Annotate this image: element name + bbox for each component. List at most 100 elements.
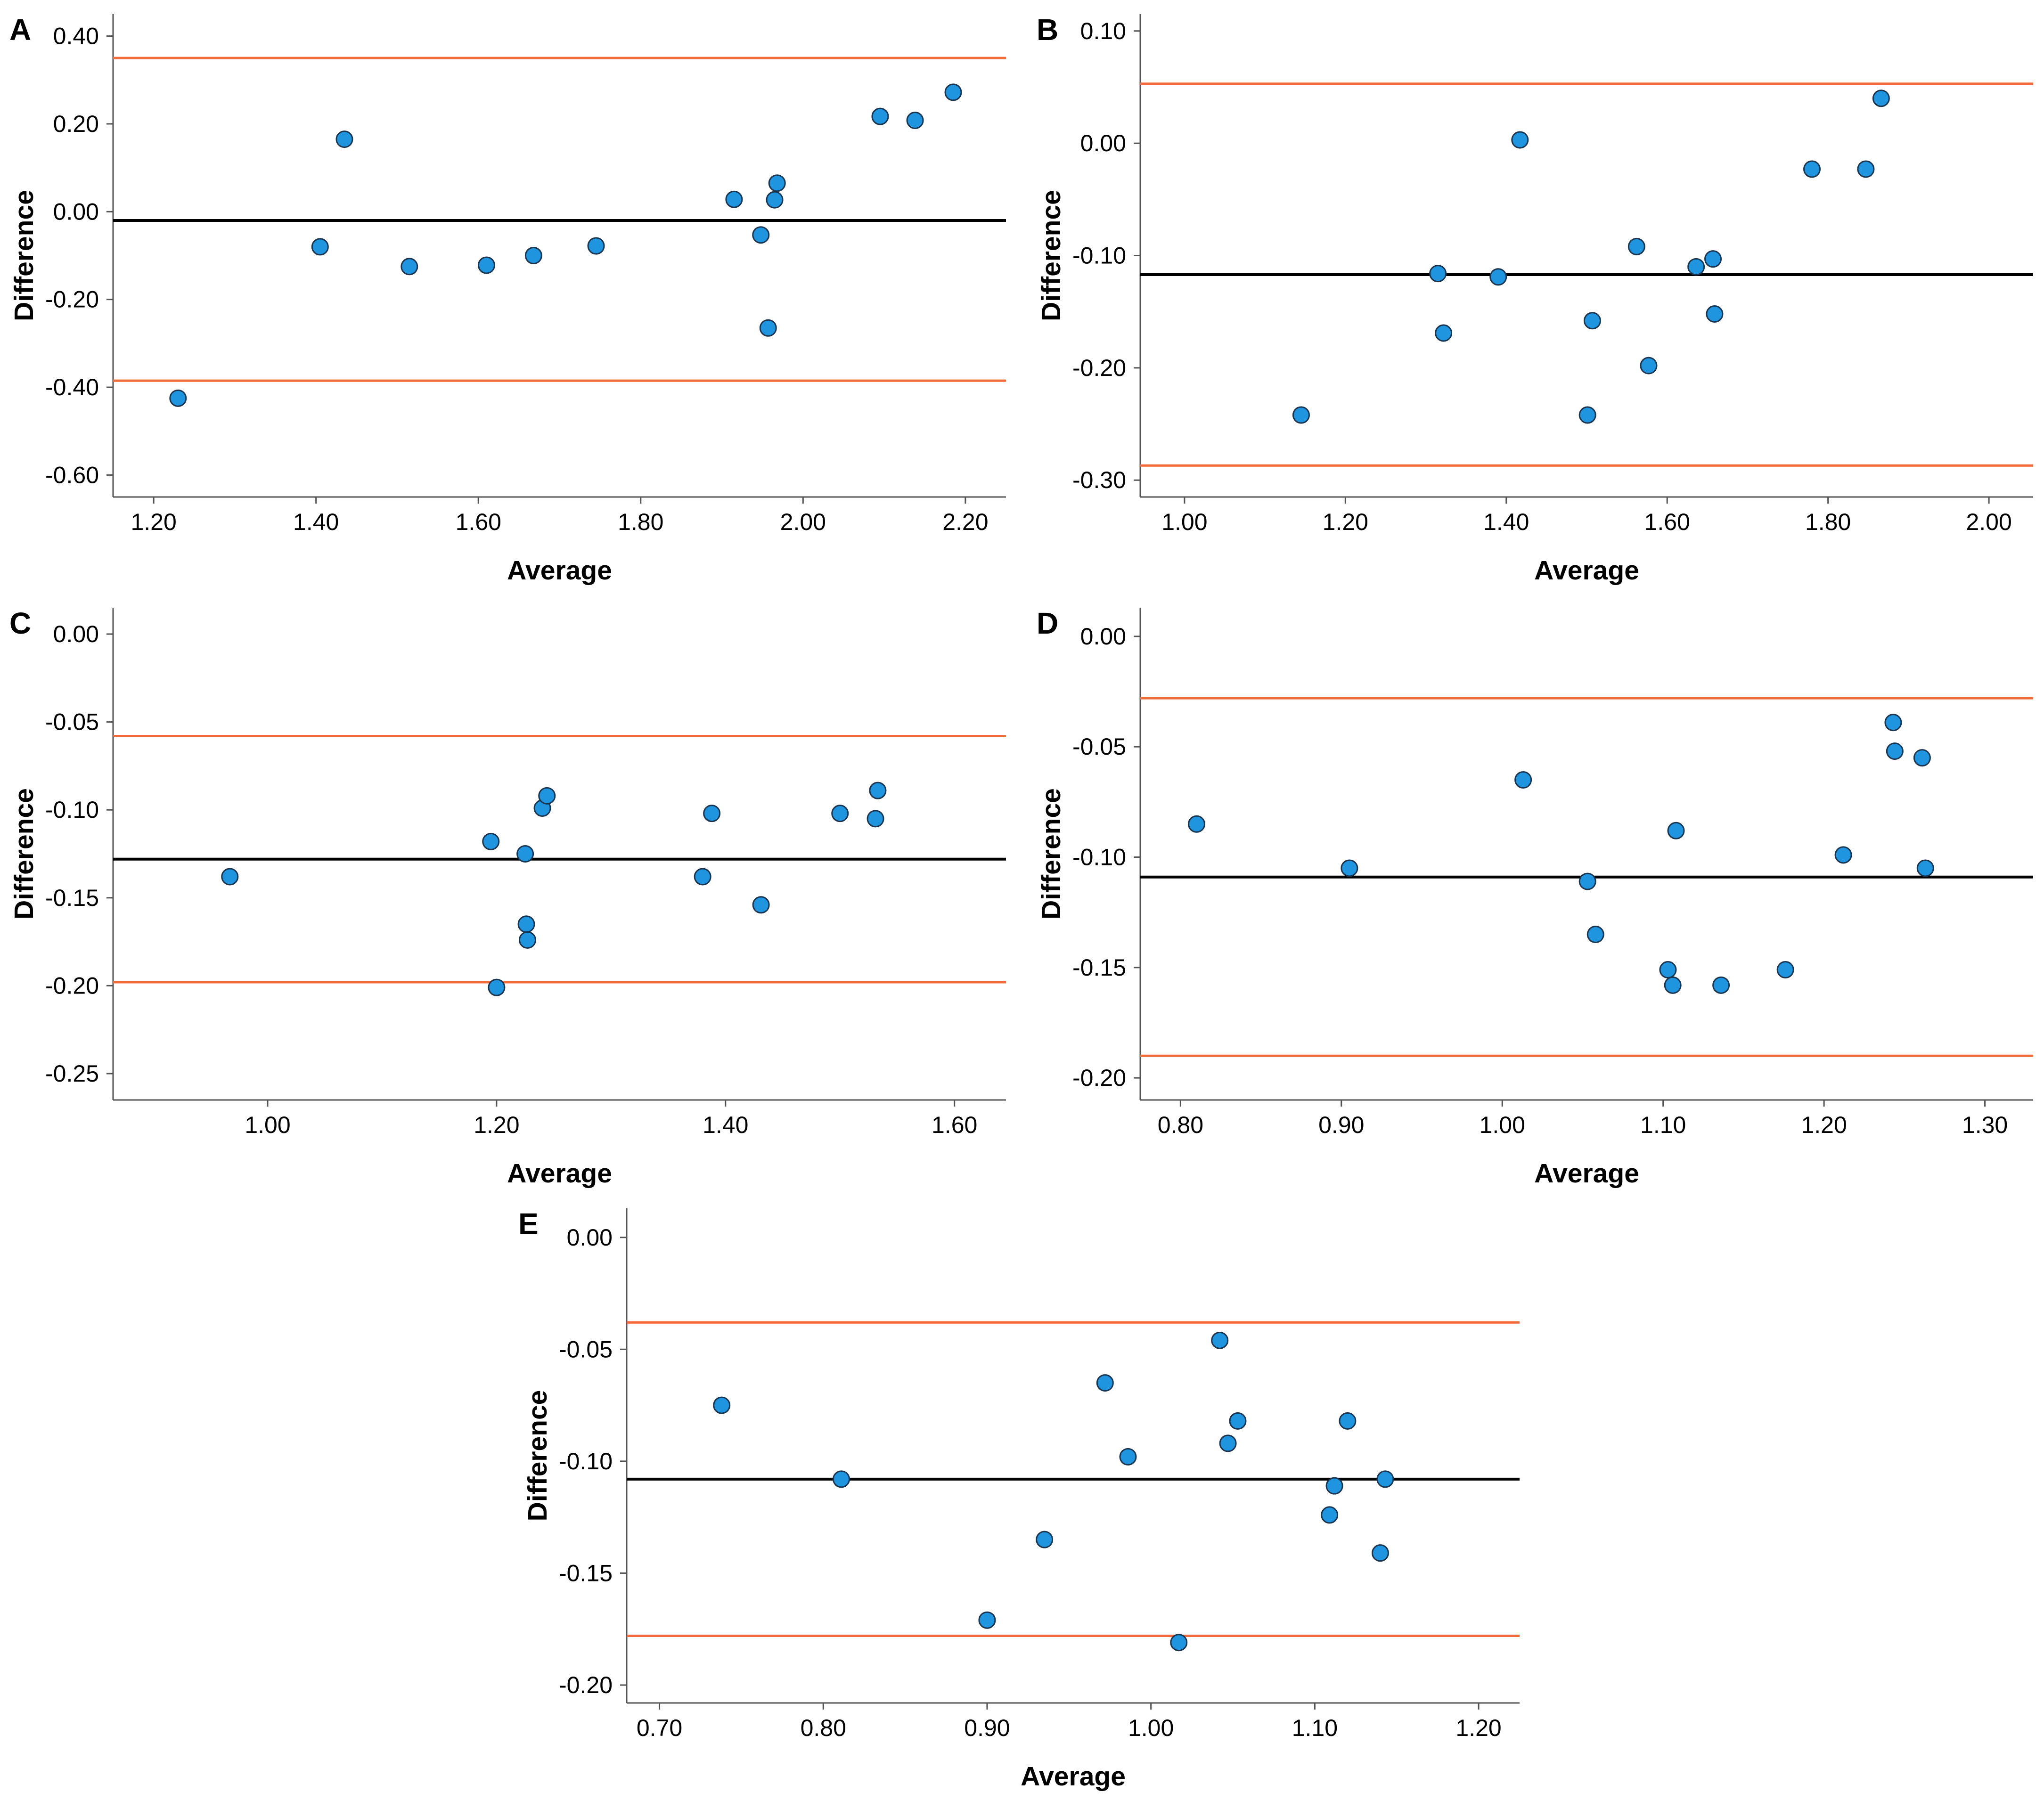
data-point bbox=[768, 174, 786, 192]
data-point bbox=[1706, 305, 1724, 323]
data-point bbox=[524, 247, 542, 264]
y-tick-label: -0.40 bbox=[45, 374, 99, 400]
data-point bbox=[1886, 742, 1904, 760]
data-point bbox=[1036, 1531, 1054, 1548]
data-point bbox=[759, 319, 777, 337]
data-point bbox=[538, 787, 556, 805]
data-point bbox=[1376, 1470, 1394, 1488]
data-point bbox=[1435, 324, 1453, 342]
y-tick-label: 0.00 bbox=[53, 621, 99, 647]
y-tick-label: -0.20 bbox=[1072, 1065, 1126, 1091]
data-point bbox=[1325, 1477, 1343, 1495]
y-tick-label: -0.20 bbox=[45, 972, 99, 999]
panel-label: B bbox=[1037, 13, 1058, 47]
x-tick-label: 1.20 bbox=[131, 509, 176, 535]
data-point bbox=[1511, 131, 1529, 149]
data-point bbox=[1578, 406, 1596, 424]
y-axis-title: Difference bbox=[9, 190, 39, 321]
y-tick-label: -0.60 bbox=[45, 462, 99, 488]
data-point bbox=[518, 931, 536, 949]
y-tick-label: -0.20 bbox=[45, 286, 99, 313]
y-tick-label: 0.20 bbox=[53, 111, 99, 137]
data-point bbox=[871, 107, 889, 125]
data-point bbox=[1211, 1331, 1229, 1349]
data-point bbox=[311, 238, 329, 256]
data-point bbox=[1339, 1412, 1357, 1430]
x-axis-title: Average bbox=[1534, 555, 1639, 586]
x-axis-title: Average bbox=[507, 555, 612, 586]
y-axis-title: Difference bbox=[9, 788, 39, 920]
data-point bbox=[1170, 1634, 1188, 1652]
panel-e: 0.00 -0.05 -0.10 -0.15 -0.20 0.70 0.80 0.90 1.00… bbox=[518, 1207, 1520, 1792]
y-axis-title: Difference bbox=[523, 1390, 553, 1522]
x-tick-label: 1.00 bbox=[1161, 509, 1207, 535]
x-tick-label: 1.20 bbox=[474, 1112, 519, 1138]
data-point bbox=[752, 226, 770, 244]
x-tick-label: 1.10 bbox=[1640, 1112, 1686, 1138]
panel-a: 0.40 0.20 0.00 -0.20 -0.40 -0.60 1.20 1.40 1.60 1… bbox=[9, 13, 1006, 586]
x-tick-label: 1.20 bbox=[1801, 1112, 1847, 1138]
x-tick-label: 1.40 bbox=[703, 1112, 748, 1138]
panel-label: C bbox=[9, 606, 31, 640]
data-point bbox=[867, 810, 884, 828]
data-point bbox=[221, 868, 239, 886]
panel-label: A bbox=[9, 13, 31, 47]
data-point bbox=[587, 237, 605, 255]
data-point bbox=[517, 915, 535, 933]
x-tick-label: 2.20 bbox=[942, 509, 988, 535]
x-tick-label: 1.60 bbox=[1644, 509, 1690, 535]
data-point bbox=[1913, 749, 1931, 767]
y-tick-label: -0.10 bbox=[1072, 844, 1126, 871]
x-tick-label: 0.90 bbox=[1318, 1112, 1364, 1138]
x-tick-label: 1.80 bbox=[618, 509, 663, 535]
x-tick-label: 1.80 bbox=[1805, 509, 1851, 535]
panel-b: 0.10 0.00 -0.10 -0.20 -0.30 1.00 1.20 1.40 1.60 1… bbox=[1036, 13, 2033, 586]
data-point bbox=[1292, 406, 1310, 424]
data-point bbox=[713, 1396, 731, 1414]
data-point bbox=[1667, 822, 1685, 839]
x-tick-label: 1.20 bbox=[1455, 1715, 1501, 1741]
y-tick-label: -0.10 bbox=[1072, 243, 1126, 269]
x-axis-title: Average bbox=[1021, 1761, 1126, 1792]
x-tick-label: 1.40 bbox=[1483, 509, 1529, 535]
x-tick-label: 2.00 bbox=[780, 509, 826, 535]
data-point bbox=[488, 978, 506, 996]
y-tick-label: -0.30 bbox=[1072, 467, 1126, 493]
data-point bbox=[725, 190, 743, 208]
data-point bbox=[169, 389, 187, 407]
data-point bbox=[1583, 312, 1601, 330]
data-point bbox=[1834, 846, 1852, 864]
data-point bbox=[1514, 771, 1532, 789]
data-point bbox=[1188, 815, 1206, 833]
data-point bbox=[401, 258, 418, 276]
x-tick-label: 1.10 bbox=[1292, 1715, 1338, 1741]
data-point bbox=[1884, 714, 1902, 732]
panel-label: D bbox=[1037, 606, 1058, 640]
x-tick-label: 0.80 bbox=[1158, 1112, 1203, 1138]
data-point bbox=[832, 1470, 850, 1488]
x-tick-label: 1.60 bbox=[932, 1112, 977, 1138]
y-tick-label: -0.15 bbox=[1072, 954, 1126, 981]
data-point bbox=[1640, 357, 1658, 375]
panel-label: E bbox=[518, 1207, 539, 1241]
data-point bbox=[1704, 250, 1722, 268]
panel-c: 0.00 -0.05 -0.10 -0.15 -0.20 -0.25 1.00 1.20 1.4… bbox=[9, 606, 1006, 1189]
data-point bbox=[869, 782, 887, 799]
data-point bbox=[335, 130, 353, 148]
data-point bbox=[1586, 926, 1604, 944]
data-point bbox=[1371, 1544, 1389, 1562]
data-point bbox=[1803, 160, 1821, 178]
data-point bbox=[1664, 976, 1682, 994]
data-point bbox=[752, 896, 770, 914]
y-tick-label: 0.40 bbox=[53, 23, 99, 49]
x-tick-label: 1.40 bbox=[293, 509, 339, 535]
x-tick-label: 1.00 bbox=[1128, 1715, 1174, 1741]
x-tick-label: 0.80 bbox=[801, 1715, 846, 1741]
data-point bbox=[1916, 859, 1934, 877]
x-tick-label: 1.00 bbox=[1480, 1112, 1525, 1138]
data-point bbox=[944, 83, 962, 101]
data-point bbox=[1627, 237, 1645, 255]
x-axis-title: Average bbox=[507, 1158, 612, 1189]
panel-d: 0.00 -0.05 -0.10 -0.15 -0.20 0.80 0.90 1.00 1.10… bbox=[1036, 606, 2033, 1189]
y-tick-label: 0.00 bbox=[1080, 623, 1126, 650]
